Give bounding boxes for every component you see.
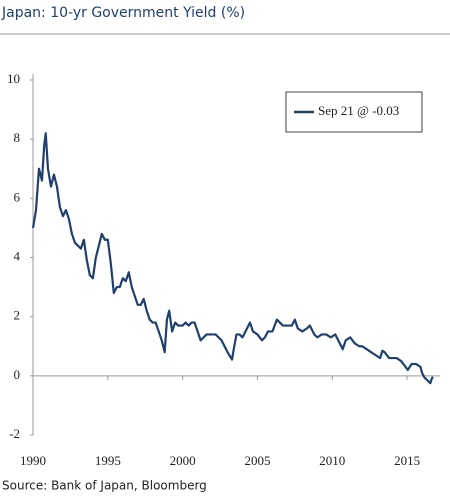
chart-title: Japan: 10-yr Government Yield (%) bbox=[1, 5, 245, 21]
source-note: Source: Bank of Japan, Bloomberg bbox=[2, 479, 207, 493]
y-tick-label: 2 bbox=[14, 308, 21, 323]
y-tick-label: 10 bbox=[7, 71, 20, 86]
x-tick-label: 2000 bbox=[170, 453, 196, 468]
x-tick-label: 1995 bbox=[95, 453, 121, 468]
y-tick-label: 8 bbox=[14, 130, 21, 145]
y-tick-label: -2 bbox=[9, 426, 20, 441]
y-tick-label: 0 bbox=[14, 367, 21, 382]
y-tick-label: 6 bbox=[14, 189, 21, 204]
y-tick-label: 4 bbox=[14, 248, 21, 263]
x-tick-label: 2015 bbox=[394, 453, 420, 468]
data-line bbox=[31, 132, 434, 385]
legend-label: Sep 21 @ -0.03 bbox=[318, 103, 399, 118]
x-tick-label: 1990 bbox=[20, 453, 46, 468]
x-tick-label: 2010 bbox=[319, 453, 345, 468]
x-tick-label: 2005 bbox=[244, 453, 270, 468]
